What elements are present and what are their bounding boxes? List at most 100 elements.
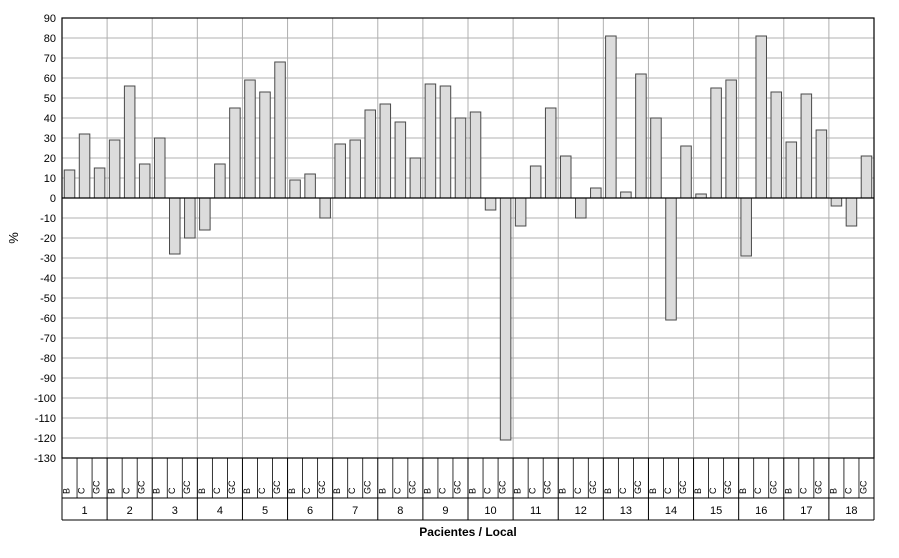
bar xyxy=(79,134,90,198)
x-group-label: 3 xyxy=(172,505,178,517)
x-group-label: 9 xyxy=(442,505,448,517)
bar xyxy=(185,198,196,238)
y-tick-label: 0 xyxy=(50,193,56,205)
x-group-label: 16 xyxy=(755,505,767,517)
y-tick-label: -100 xyxy=(34,393,56,405)
bar xyxy=(726,80,737,198)
x-subcat-label: B xyxy=(468,488,478,494)
x-subcat-label: GC xyxy=(92,480,102,494)
x-subcat-label: C xyxy=(167,487,177,494)
bar xyxy=(636,74,647,198)
bar xyxy=(109,140,120,198)
bar-chart: -130-120-110-100-90-80-70-60-50-40-30-20… xyxy=(0,0,899,558)
bar xyxy=(260,92,271,198)
y-tick-label: 20 xyxy=(44,153,56,165)
y-tick-label: 80 xyxy=(44,33,56,45)
x-group-label: 17 xyxy=(800,505,812,517)
y-tick-label: 10 xyxy=(44,173,56,185)
bar xyxy=(230,108,241,198)
x-subcat-label: B xyxy=(558,488,568,494)
bar xyxy=(786,142,797,198)
x-subcat-label: B xyxy=(242,488,252,494)
x-subcat-label: C xyxy=(392,487,402,494)
bar xyxy=(215,164,226,198)
bar xyxy=(410,158,421,198)
x-subcat-label: B xyxy=(107,488,117,494)
x-group-label: 7 xyxy=(352,505,358,517)
bar xyxy=(154,138,165,198)
x-subcat-label: C xyxy=(302,487,312,494)
x-axis-label: Pacientes / Local xyxy=(419,525,516,539)
y-tick-label: -50 xyxy=(40,293,56,305)
x-subcat-label: GC xyxy=(858,480,868,494)
bar xyxy=(606,36,617,198)
y-tick-label: -40 xyxy=(40,273,56,285)
x-subcat-label: B xyxy=(197,488,207,494)
bar xyxy=(94,168,105,198)
bar xyxy=(576,198,587,218)
x-group-label: 2 xyxy=(127,505,133,517)
bar xyxy=(380,104,391,198)
bar xyxy=(545,108,556,198)
x-group-label: 14 xyxy=(665,505,677,517)
bar xyxy=(350,140,361,198)
bar xyxy=(756,36,767,198)
y-tick-label: -70 xyxy=(40,333,56,345)
y-tick-label: 50 xyxy=(44,93,56,105)
x-subcat-label: B xyxy=(603,488,613,494)
x-subcat-label: GC xyxy=(407,480,417,494)
x-subcat-label: C xyxy=(573,487,583,494)
x-subcat-label: B xyxy=(377,488,387,494)
y-tick-label: 40 xyxy=(44,113,56,125)
x-subcat-label: C xyxy=(122,487,132,494)
bar xyxy=(771,92,782,198)
x-subcat-label: B xyxy=(648,488,658,494)
bar xyxy=(470,112,481,198)
x-subcat-label: C xyxy=(753,487,763,494)
y-tick-label: -80 xyxy=(40,353,56,365)
x-subcat-label: GC xyxy=(317,480,327,494)
x-subcat-label: C xyxy=(437,487,447,494)
x-group-label: 1 xyxy=(81,505,87,517)
x-subcat-label: C xyxy=(483,487,493,494)
bar xyxy=(305,174,316,198)
x-subcat-label: B xyxy=(783,488,793,494)
x-group-label: 8 xyxy=(397,505,403,517)
bar xyxy=(200,198,211,230)
x-subcat-label: B xyxy=(62,488,72,494)
x-subcat-label: C xyxy=(347,487,357,494)
x-subcat-label: C xyxy=(618,487,628,494)
y-tick-label: -110 xyxy=(35,413,56,425)
x-subcat-label: C xyxy=(663,487,673,494)
y-tick-label: 30 xyxy=(44,133,56,145)
y-tick-label: -130 xyxy=(34,453,56,465)
x-subcat-label: GC xyxy=(362,480,372,494)
x-subcat-label: GC xyxy=(768,480,778,494)
x-subcat-label: C xyxy=(528,487,538,494)
x-subcat-label: GC xyxy=(723,480,733,494)
x-subcat-label: B xyxy=(828,488,838,494)
x-subcat-label: GC xyxy=(813,480,823,494)
bar xyxy=(455,118,466,198)
bar xyxy=(124,86,135,198)
x-subcat-label: GC xyxy=(137,480,147,494)
bar xyxy=(621,192,632,198)
x-subcat-label: GC xyxy=(633,480,643,494)
x-subcat-label: C xyxy=(77,487,87,494)
x-subcat-label: C xyxy=(708,487,718,494)
bar xyxy=(530,166,541,198)
y-tick-label: -90 xyxy=(40,373,56,385)
bar xyxy=(485,198,496,210)
bar xyxy=(245,80,256,198)
x-group-label: 12 xyxy=(575,505,587,517)
x-group-label: 13 xyxy=(620,505,632,517)
bar xyxy=(651,118,662,198)
x-subcat-label: B xyxy=(422,488,432,494)
x-subcat-label: C xyxy=(798,487,808,494)
x-subcat-label: GC xyxy=(452,480,462,494)
x-subcat-label: GC xyxy=(227,480,237,494)
bar xyxy=(831,198,842,206)
bar xyxy=(666,198,677,320)
y-tick-label: 60 xyxy=(44,73,56,85)
bar xyxy=(816,130,827,198)
